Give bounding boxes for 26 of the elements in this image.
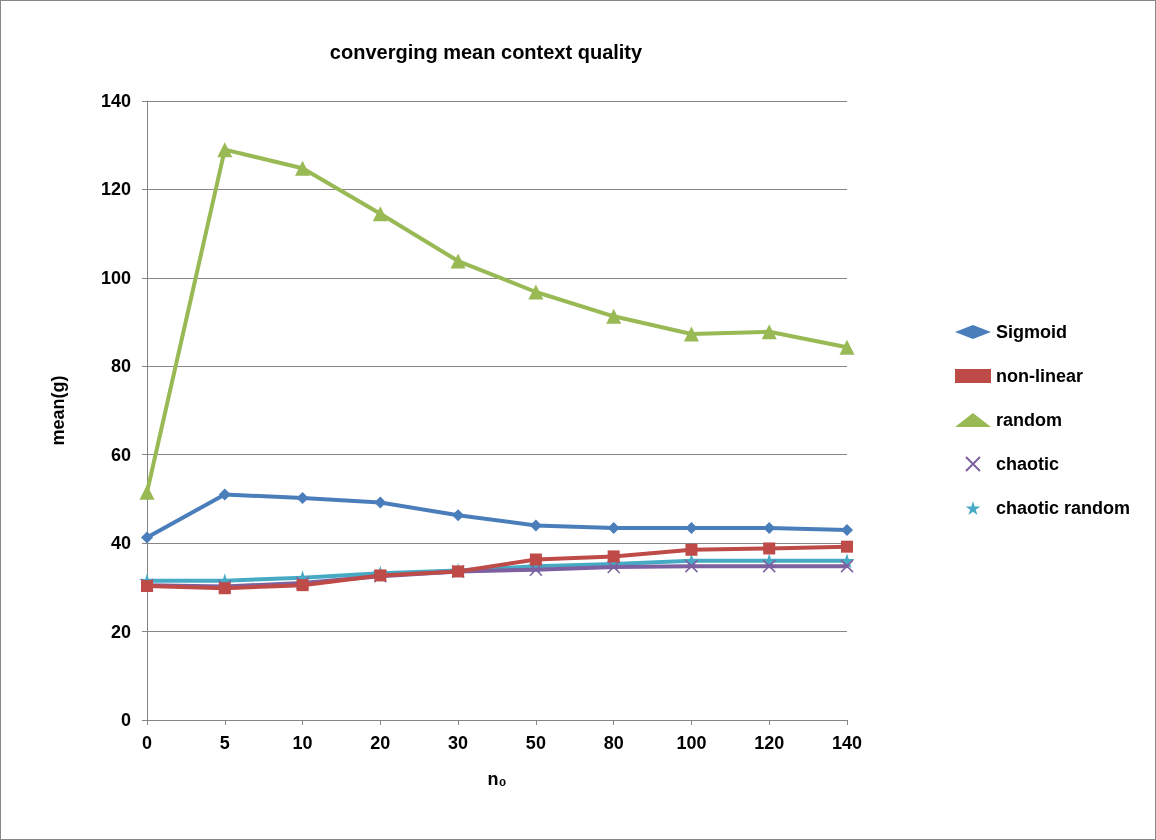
x-tick-label: 30 (448, 733, 469, 753)
legend-label: non-linear (995, 366, 1083, 386)
x-axis-title: n₀ (487, 769, 507, 789)
y-tick-label: 120 (100, 179, 131, 200)
y-tick-label: 140 (100, 91, 131, 111)
x-tick-label: 0 (141, 733, 153, 753)
y-tick-label: 40 (110, 533, 131, 554)
x-tick-label: 10 (292, 733, 313, 753)
x-tick-label: 120 (754, 733, 785, 753)
legend-label: chaotic random (995, 498, 1131, 518)
x-tick-label: 100 (676, 733, 707, 753)
x-tick-label: 20 (370, 733, 391, 753)
y-tick-label: 100 (100, 267, 131, 288)
chart-title: converging mean context quality (329, 41, 644, 63)
y-tick-label: 20 (110, 621, 131, 642)
legend-label: random (995, 410, 1062, 430)
legend-label: Sigmoid (995, 322, 1067, 342)
y-tick-label: 0 (120, 710, 131, 730)
x-tick-label: 140 (831, 733, 863, 753)
x-tick-label: 5 (219, 733, 230, 753)
y-tick-label: 80 (110, 356, 131, 377)
legend-label: chaotic (995, 454, 1060, 474)
y-tick-label: 60 (110, 444, 131, 465)
x-tick-label: 50 (525, 733, 546, 753)
y-axis-title: mean(g) (48, 375, 68, 446)
x-tick-label: 80 (603, 733, 624, 753)
